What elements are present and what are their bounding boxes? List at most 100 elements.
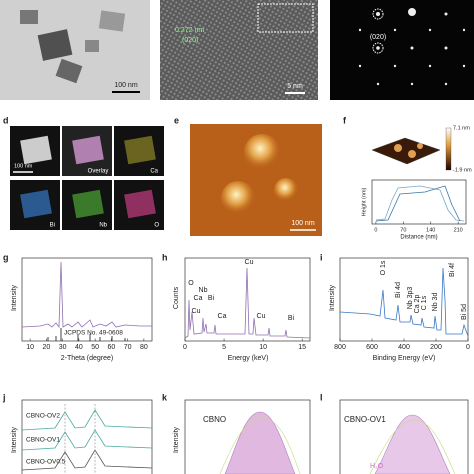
peak-label: Ca (218, 313, 227, 320)
peak-label: Nb 3p3 (407, 287, 414, 310)
x-tick-label: 10 (259, 344, 267, 351)
peak-label: Ca 2p (414, 295, 421, 314)
x-tick-label: 30 (59, 344, 67, 351)
panel-label: k (162, 392, 168, 402)
x-tick-label: 60 (107, 344, 115, 351)
d-spacing: 0.272 nm (175, 27, 204, 34)
x-tick-label: 600 (366, 344, 378, 351)
profile-axes (371, 179, 467, 225)
series-label: CBNO-OV2 (26, 413, 60, 420)
panel-i: i O 1s Bi 4d Nb 3p3 Ca 2p C 1s Bi 4f Nb … (320, 252, 470, 361)
x-tick-label: 50 (91, 344, 99, 351)
x-tick-label: 0 (466, 344, 470, 351)
x-ticks: 10 20 30 40 50 60 70 80 (26, 338, 148, 351)
peak-label: O 1s (380, 260, 387, 275)
panel-l: l CBNO-OV1 H₂O (320, 392, 469, 474)
peak-label: Ca (194, 295, 203, 302)
colorbar-max: 7.1 nm (453, 125, 470, 131)
x-tick-label: 10 (26, 344, 34, 351)
panel-a: 100 nm (0, 0, 150, 100)
x-tick-label: 140 (426, 227, 435, 233)
panel-e: e 100 nm (174, 115, 322, 236)
hrtem-image (160, 0, 318, 100)
x-tick-label: 15 (298, 344, 306, 351)
panel-c: (020) (330, 0, 474, 100)
scale-bar: 5 nm (287, 83, 303, 90)
y-axis-label: Intensity (173, 426, 180, 453)
panel-label: j (2, 392, 6, 402)
peak-label: Bi (288, 315, 295, 322)
peak-label: Cu (245, 259, 254, 266)
x-tick-label: 210 (454, 227, 463, 233)
x-ticks: 0 70 140 210 (374, 221, 463, 233)
panel-k: k CBNO Intensity (162, 392, 311, 474)
x-tick-label: 800 (334, 344, 346, 351)
x-tick-label: 70 (124, 344, 132, 351)
x-axis-label: Binding Energy (eV) (373, 355, 436, 362)
x-ticks: 0 5 10 15 (183, 338, 306, 351)
saed-image (330, 0, 474, 100)
series-label: CBNO-OV1 (26, 437, 60, 444)
scale-bar: 100 nm (114, 82, 138, 89)
panel-label: h (162, 252, 168, 262)
axes (21, 257, 153, 342)
scale-bar: 100 nm (291, 220, 315, 227)
map-label: Ca (150, 169, 158, 175)
map-label: Overlay (88, 169, 109, 175)
peak-label: Cu (192, 308, 201, 315)
panel-j: j CBNO-OV2 CBNO-OV1 CBNO-OV0.5 Intensity (2, 392, 153, 474)
map-label: Bi (50, 223, 55, 229)
map-label: Nb (99, 223, 107, 229)
y-axis-label: Intensity (329, 284, 336, 311)
x-tick-label: 70 (400, 227, 406, 233)
x-tick-label: 40 (75, 344, 83, 351)
x-tick-label: 80 (140, 344, 148, 351)
peak-label: Bi (208, 295, 215, 302)
peak-label: Nb (199, 287, 208, 294)
reference: JCPDS No. 49-0608 (64, 330, 123, 337)
y-axis-label: Height (nm) (361, 187, 367, 216)
peak-label: Bi 5d (461, 304, 468, 320)
panel-label: f (343, 115, 347, 125)
species-label: H₂O (370, 463, 384, 470)
peak-label: O (188, 280, 194, 287)
panel-label: g (3, 252, 9, 262)
y-axis-label: Intensity (11, 426, 18, 453)
peak-label: Cu (257, 313, 266, 320)
scale-bar: 100 nm (14, 163, 33, 169)
y-axis-label: Intensity (11, 284, 18, 311)
sample-label: CBNO (203, 415, 226, 424)
x-ticks: 800 600 400 200 0 (334, 338, 470, 351)
x-tick-label: 5 (222, 344, 226, 351)
axes (184, 257, 311, 342)
x-tick-label: 400 (398, 344, 410, 351)
x-axis-label: Distance (nm) (400, 235, 437, 241)
x-tick-label: 0 (374, 227, 377, 233)
panel-g: g JCPDS No. 49-0608 Intensity 2-Theta (d… (3, 252, 153, 362)
x-tick-label: 20 (42, 344, 50, 351)
colorbar-min: -1.9 nm (453, 167, 472, 173)
panel-b: 0.272 nm (020) 5 nm (160, 0, 318, 100)
x-tick-label: 0 (183, 344, 187, 351)
panel-h: h Cu O Nb Ca Bi Cu Ca Cu Bi Counts Energ… (162, 252, 311, 362)
x-axis-label: 2-Theta (degree) (61, 355, 114, 362)
y-axis-label: Counts (173, 286, 180, 309)
panel-d: d 100 nm Overlay Ca Bi Nb O (3, 115, 164, 230)
plane: (020) (370, 34, 386, 41)
map-label: O (154, 223, 159, 229)
plane: (020) (182, 37, 198, 44)
peak-label: Bi 4d (395, 282, 402, 298)
sample-label: CBNO-OV1 (344, 415, 386, 424)
panel-f: f 7.1 nm -1.9 nm Height (nm) Distance (n… (343, 115, 472, 240)
panel-label: e (174, 115, 179, 125)
series-label: CBNO-OV0.5 (26, 459, 66, 466)
peak-label: Nb 3d (432, 293, 439, 312)
panel-label: d (3, 115, 9, 125)
x-tick-label: 200 (430, 344, 442, 351)
x-axis-label: Energy (keV) (228, 355, 269, 362)
peak-label: Bi 4f (449, 263, 456, 277)
peak-label: C 1s (421, 295, 428, 310)
panel-label: l (320, 392, 323, 402)
panel-label: i (320, 252, 323, 262)
